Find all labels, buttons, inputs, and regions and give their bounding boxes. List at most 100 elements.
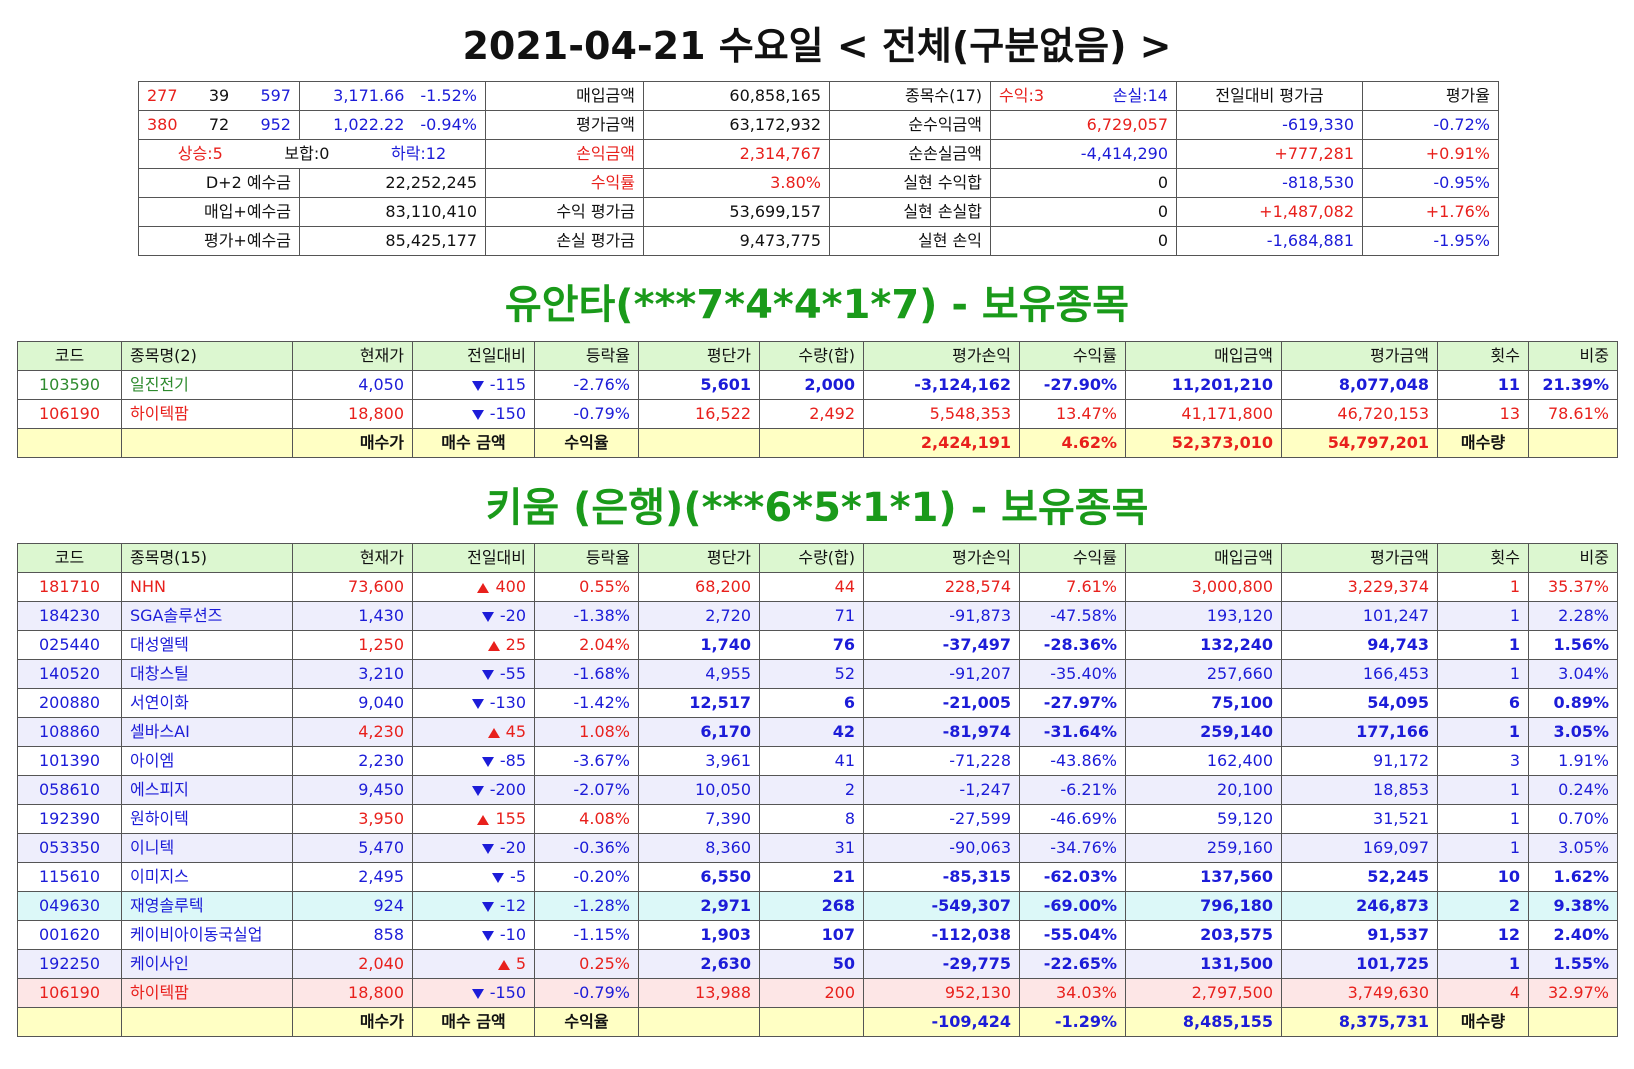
eval-amount: 169,097 [1281, 833, 1438, 863]
summary-row: D+2 예수금 22,252,245 수익률 3.80% 실현 수익합 0 -8… [138, 168, 1499, 198]
value: 9,473,775 [643, 226, 830, 256]
holding-row: 106190 하이텍팜 18,800 -150 -0.79% 16,522 2,492 5,5… [17, 399, 1618, 429]
avg-price: 4,955 [638, 659, 760, 689]
change-arrow [481, 669, 494, 680]
code: 053350 [17, 833, 122, 863]
change-arrow [492, 872, 505, 883]
value: 6,729,057 [990, 110, 1177, 140]
holding-row: 200880 서연이화 9,040 -130 -1.42% 12,517 6 -21,005-… [17, 688, 1618, 718]
column-header: 종목명(15) [121, 543, 293, 573]
count: 6 [1437, 688, 1529, 718]
arrow-shape [481, 611, 494, 622]
index-cell: 277 39 597 [138, 81, 300, 111]
code: 106190 [17, 399, 122, 429]
change: -150 [412, 978, 535, 1008]
qty: 42 [759, 717, 864, 747]
price: 2,495 [292, 862, 413, 892]
loss-count: 손실:14 [1112, 86, 1168, 105]
eval-amount: 101,725 [1281, 949, 1438, 979]
code: 025440 [17, 630, 122, 660]
profit: -549,307 [863, 891, 1020, 921]
footer-row: 매수가 매수 금액 수익율 2,424,191 4.62% 52,373,010 54,79… [17, 428, 1618, 458]
eval-amount: 91,537 [1281, 920, 1438, 950]
profit: -81,974 [863, 717, 1020, 747]
count: 1 [1437, 804, 1529, 834]
profit-rate: -27.97% [1019, 688, 1126, 718]
code: 184230 [17, 601, 122, 631]
qty: 41 [759, 746, 864, 776]
holding-row: 184230 SGA솔루션즈 1,430 -20 -1.38% 2,720 71 -91,87… [17, 601, 1618, 631]
change-value: 25 [505, 635, 526, 654]
change-rate: 1.08% [534, 717, 639, 747]
summary-row: 상승:5 보합:0 하락:12 손익금액 2,314,767 순손실금액 -4,41… [138, 139, 1499, 169]
footer-empty [759, 428, 864, 458]
weight: 21.39% [1528, 370, 1618, 400]
code: 192390 [17, 804, 122, 834]
code: 115610 [17, 862, 122, 892]
value: -0.95% [1362, 168, 1499, 198]
holding-row: 025440 대성엘텍 1,250 25 2.04% 1,740 76 -37,497 -28.… [17, 630, 1618, 660]
change: 400 [412, 572, 535, 602]
arrow-shape [481, 843, 494, 854]
arrow-shape [471, 698, 484, 709]
buy-amount: 162,400 [1125, 746, 1282, 776]
count: 1 [1437, 717, 1529, 747]
profit: -91,873 [863, 601, 1020, 631]
profit-rate: -28.36% [1019, 630, 1126, 660]
buy-amount: 41,171,800 [1125, 399, 1282, 429]
eval-amount: 31,521 [1281, 804, 1438, 834]
qty: 2,492 [759, 399, 864, 429]
count-up: 277 [147, 86, 178, 105]
value: 0 [990, 197, 1177, 227]
change: 5 [412, 949, 535, 979]
change-value: -20 [499, 838, 526, 857]
weight: 35.37% [1528, 572, 1618, 602]
change: -85 [412, 746, 535, 776]
eval-amount: 177,166 [1281, 717, 1438, 747]
qty: 44 [759, 572, 864, 602]
eval-amount: 52,245 [1281, 862, 1438, 892]
change-arrow [471, 988, 484, 999]
qty: 2 [759, 775, 864, 805]
account-title: 키움 (은행)(***6*5*1*1) - 보유종목 [485, 485, 1149, 531]
change-value: 400 [495, 577, 526, 596]
change: -150 [412, 399, 535, 429]
column-header: 횟수 [1437, 341, 1529, 371]
value: 60,858,165 [643, 81, 830, 111]
label: 순수익금액 [829, 110, 991, 140]
value: 2,314,767 [643, 139, 830, 169]
footer-empty [638, 428, 760, 458]
arrow-shape [481, 901, 494, 912]
column-header: 코드 [17, 543, 122, 573]
price: 4,050 [292, 370, 413, 400]
footer-labels-1: 매수 금액 [412, 1007, 535, 1037]
profit-rate: -69.00% [1019, 891, 1126, 921]
change: -20 [412, 601, 535, 631]
arrow-shape [471, 988, 484, 999]
change: 25 [412, 630, 535, 660]
footer-labels-2: 수익율 [534, 428, 639, 458]
arrow-shape [471, 409, 484, 420]
qty: 52 [759, 659, 864, 689]
change-value: -5 [510, 867, 526, 886]
price: 2,230 [292, 746, 413, 776]
profit-rate: -55.04% [1019, 920, 1126, 950]
change-value: -12 [499, 896, 526, 915]
weight: 0.89% [1528, 688, 1618, 718]
value: 22,252,245 [299, 168, 486, 198]
summary-row: 380 72 952 1,022.22 -0.94% 평가금액 63,172,932 … [138, 110, 1499, 140]
label: 실현 손익 [829, 226, 991, 256]
code: 108860 [17, 717, 122, 747]
change-arrow [481, 756, 494, 767]
code: 192250 [17, 949, 122, 979]
index-cell: 1,022.22 -0.94% [299, 110, 486, 140]
column-header: 매입금액 [1125, 341, 1282, 371]
buy-amount: 2,797,500 [1125, 978, 1282, 1008]
change-arrow [497, 959, 510, 970]
weight: 2.28% [1528, 601, 1618, 631]
profit: -29,775 [863, 949, 1020, 979]
footer-empty [1528, 428, 1618, 458]
buy-amount: 131,500 [1125, 949, 1282, 979]
count: 1 [1437, 601, 1529, 631]
footer-profit-rate: 4.62% [1019, 428, 1126, 458]
